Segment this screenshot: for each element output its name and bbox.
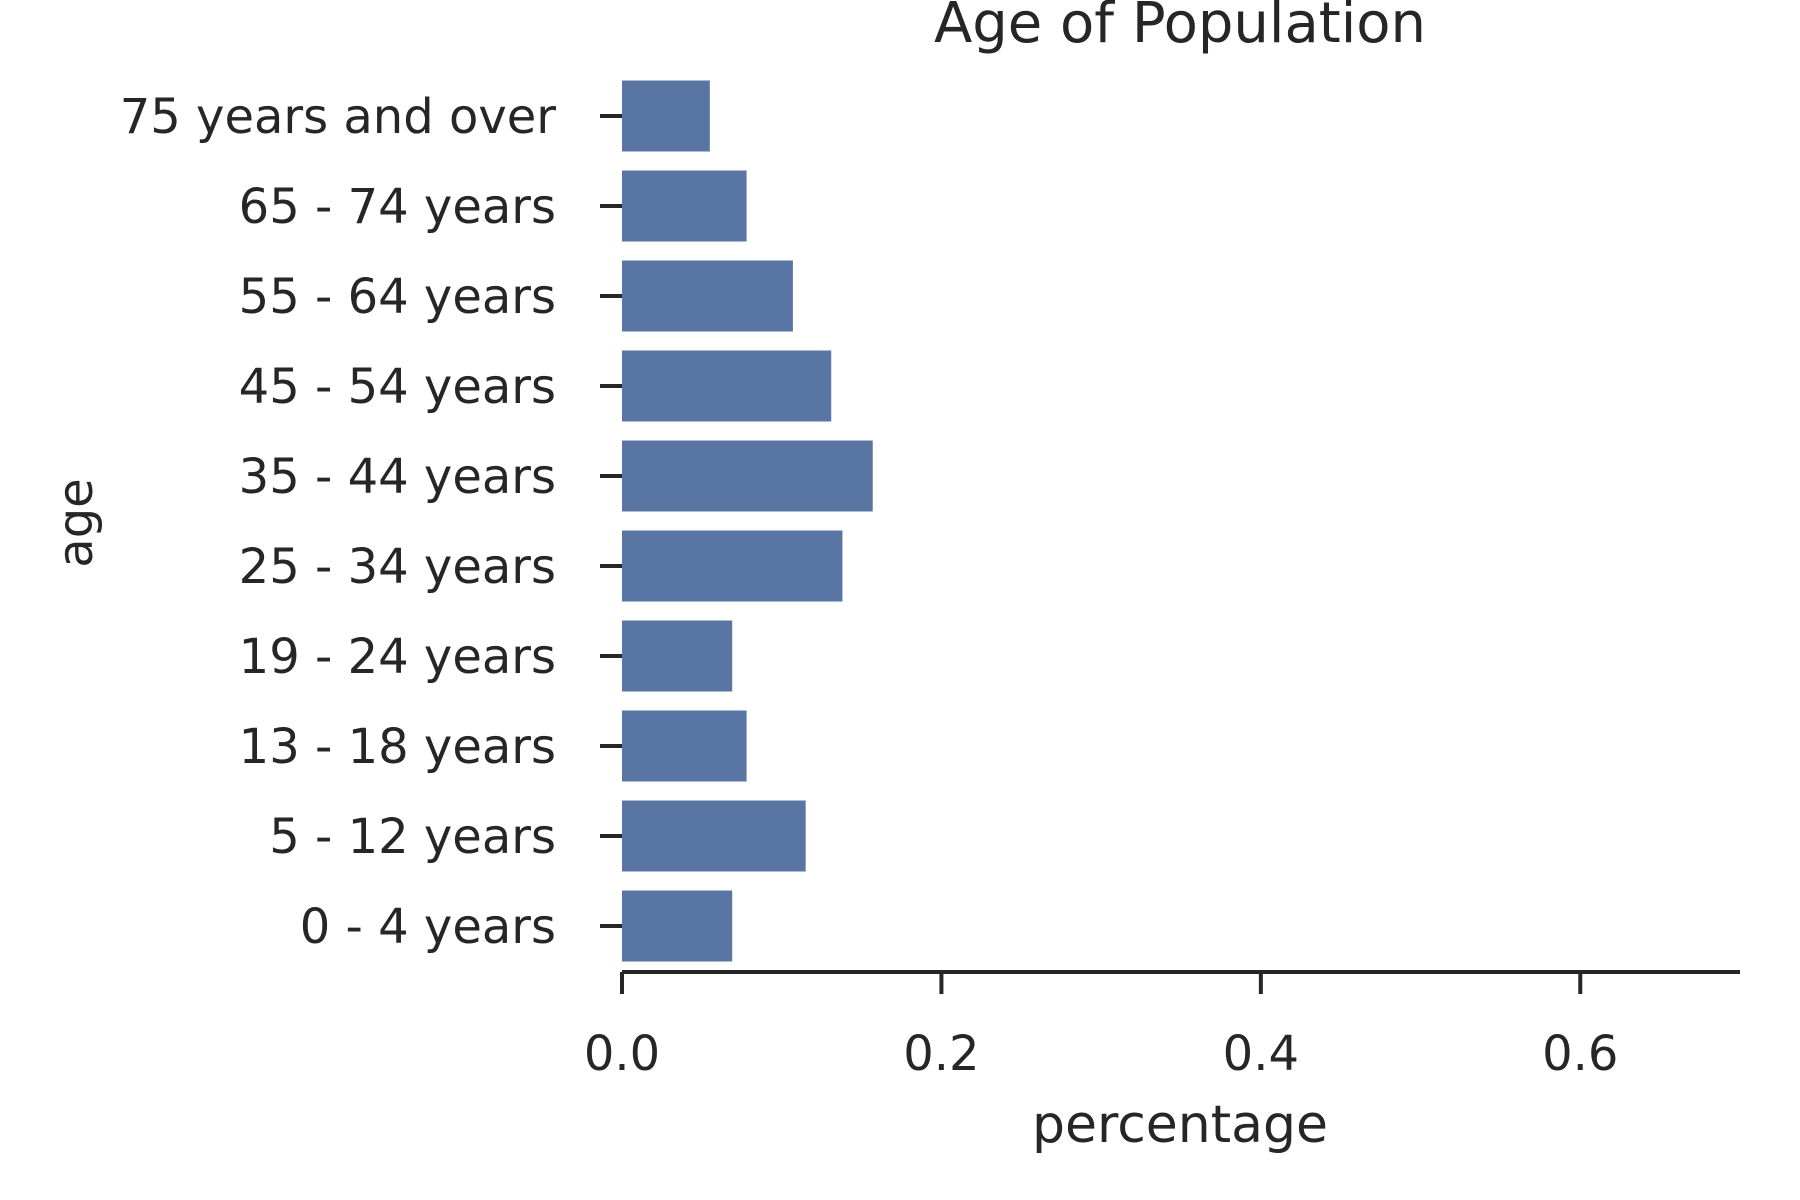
bar-8 — [622, 800, 806, 872]
bars-group — [622, 80, 873, 962]
y-axis-label: age — [48, 478, 104, 567]
chart-title: Age of Population — [934, 0, 1426, 56]
bar-3 — [622, 350, 832, 422]
y-tick-label: 0 - 4 years — [300, 899, 556, 955]
y-tick-label: 35 - 44 years — [239, 449, 556, 505]
y-tick-label: 55 - 64 years — [239, 269, 556, 325]
y-tick-label: 19 - 24 years — [239, 629, 556, 685]
bar-1 — [622, 170, 747, 242]
bar-5 — [622, 530, 843, 602]
y-tick-label: 13 - 18 years — [239, 719, 556, 775]
bar-0 — [622, 80, 710, 152]
y-tick-label: 25 - 34 years — [239, 539, 556, 595]
y-tick-label: 5 - 12 years — [269, 809, 556, 865]
x-tick-label: 0.4 — [1223, 1026, 1299, 1082]
bar-6 — [622, 620, 733, 692]
x-tick-label: 0.2 — [903, 1026, 979, 1082]
bar-4 — [622, 440, 873, 512]
x-tick-label: 0.6 — [1542, 1026, 1618, 1082]
y-tick-label: 75 years and over — [120, 89, 557, 145]
y-tick-label: 45 - 54 years — [239, 359, 556, 415]
bar-2 — [622, 260, 793, 332]
x-tick-label: 0.0 — [584, 1026, 660, 1082]
bar-9 — [622, 890, 733, 962]
bar-7 — [622, 710, 747, 782]
y-tick-label: 65 - 74 years — [239, 179, 556, 235]
x-axis-label: percentage — [1032, 1095, 1328, 1155]
y-tick-group: 75 years and over 65 - 74 years 55 - 64 ye… — [120, 89, 622, 955]
x-axis-group: 0.0 0.2 0.4 0.6 — [584, 970, 1740, 1082]
